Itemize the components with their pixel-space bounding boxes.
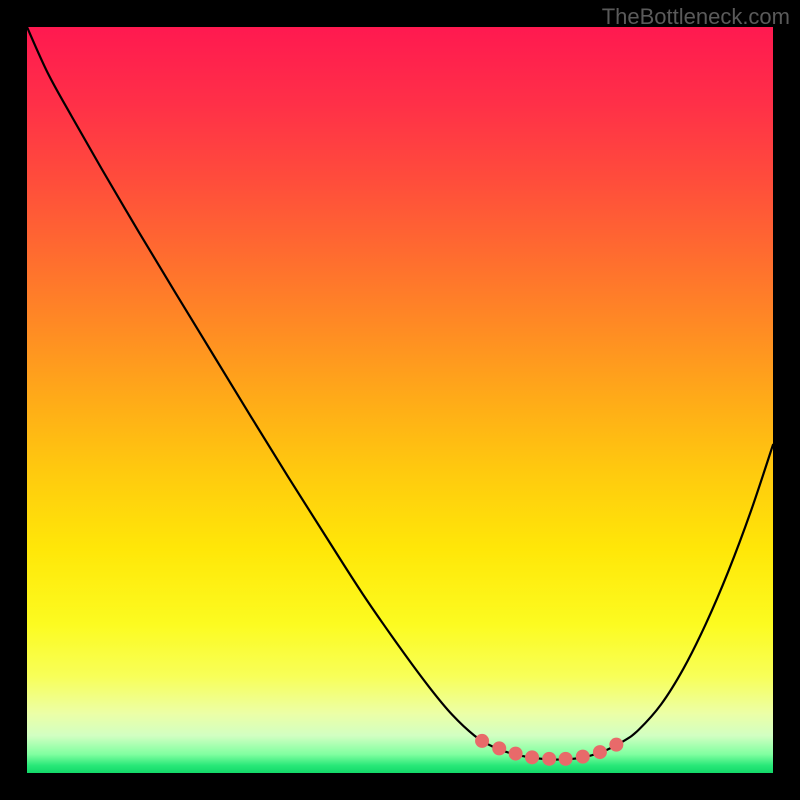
optimal-dot — [542, 752, 556, 766]
optimal-range-dots — [27, 27, 773, 773]
optimal-dot — [576, 750, 590, 764]
optimal-dot — [492, 741, 506, 755]
optimal-dot — [559, 752, 573, 766]
plot-area — [27, 27, 773, 773]
optimal-dot — [509, 747, 523, 761]
optimal-dot — [525, 750, 539, 764]
optimal-dot — [593, 745, 607, 759]
optimal-dot — [609, 738, 623, 752]
optimal-dot — [475, 734, 489, 748]
attribution-text: TheBottleneck.com — [602, 4, 790, 30]
